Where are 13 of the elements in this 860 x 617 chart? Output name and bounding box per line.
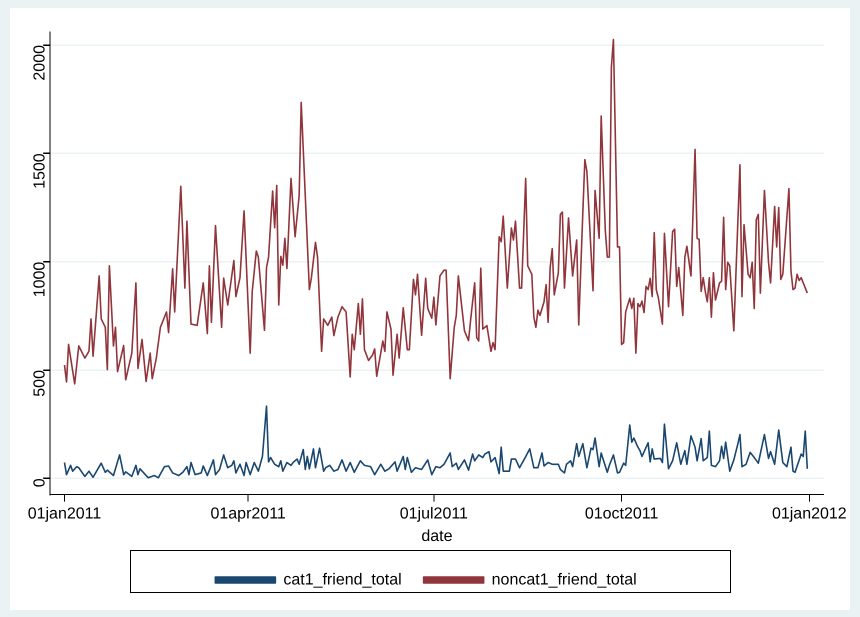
legend-label: noncat1_friend_total <box>492 571 637 588</box>
y-tick-label: 2000 <box>32 44 49 81</box>
x-tick-label: 01jan2012 <box>772 506 847 523</box>
y-tick-label: 0 <box>32 478 49 488</box>
legend-label: cat1_friend_total <box>283 571 402 588</box>
x-tick-label: 01jan2011 <box>28 506 102 523</box>
x-tick-label: 01apr2011 <box>210 506 286 523</box>
y-tick-label: 500 <box>32 370 49 397</box>
y-tick-label: 1000 <box>32 262 49 298</box>
x-tick-label: 01jul2011 <box>400 506 468 523</box>
x-axis-title: date <box>421 528 453 545</box>
y-tick-label: 1500 <box>32 153 49 189</box>
x-tick-label: 01oct2011 <box>584 506 658 523</box>
